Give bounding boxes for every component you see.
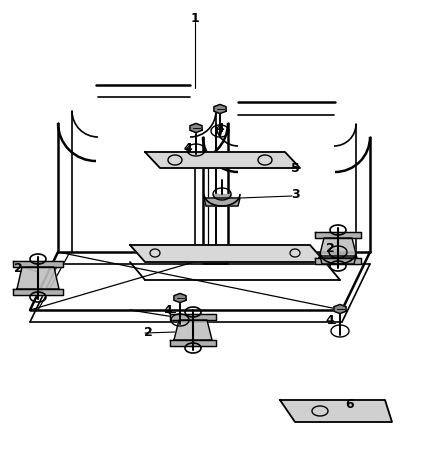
Polygon shape bbox=[13, 289, 63, 295]
Polygon shape bbox=[320, 256, 356, 264]
Polygon shape bbox=[315, 232, 361, 238]
Polygon shape bbox=[174, 320, 212, 340]
Polygon shape bbox=[315, 258, 361, 264]
Polygon shape bbox=[334, 304, 346, 314]
Text: 4: 4 bbox=[164, 304, 173, 316]
Polygon shape bbox=[214, 104, 226, 114]
Polygon shape bbox=[13, 261, 63, 267]
Text: 4: 4 bbox=[216, 122, 224, 134]
Polygon shape bbox=[329, 252, 347, 256]
Text: 2: 2 bbox=[144, 326, 152, 340]
Polygon shape bbox=[145, 152, 300, 168]
Polygon shape bbox=[280, 400, 392, 422]
Text: 6: 6 bbox=[346, 399, 354, 411]
Polygon shape bbox=[190, 124, 202, 133]
Polygon shape bbox=[204, 198, 240, 206]
Polygon shape bbox=[213, 194, 231, 198]
Polygon shape bbox=[319, 238, 357, 258]
Polygon shape bbox=[170, 340, 216, 346]
Polygon shape bbox=[130, 245, 325, 262]
Text: 2: 2 bbox=[14, 262, 22, 275]
Polygon shape bbox=[170, 314, 216, 320]
Text: 4: 4 bbox=[326, 314, 334, 326]
Text: 4: 4 bbox=[184, 142, 192, 154]
Polygon shape bbox=[174, 294, 186, 303]
Text: 3: 3 bbox=[291, 189, 299, 201]
Text: 1: 1 bbox=[191, 11, 199, 25]
Text: 5: 5 bbox=[291, 162, 299, 174]
Polygon shape bbox=[17, 267, 59, 289]
Text: 2: 2 bbox=[326, 241, 334, 255]
